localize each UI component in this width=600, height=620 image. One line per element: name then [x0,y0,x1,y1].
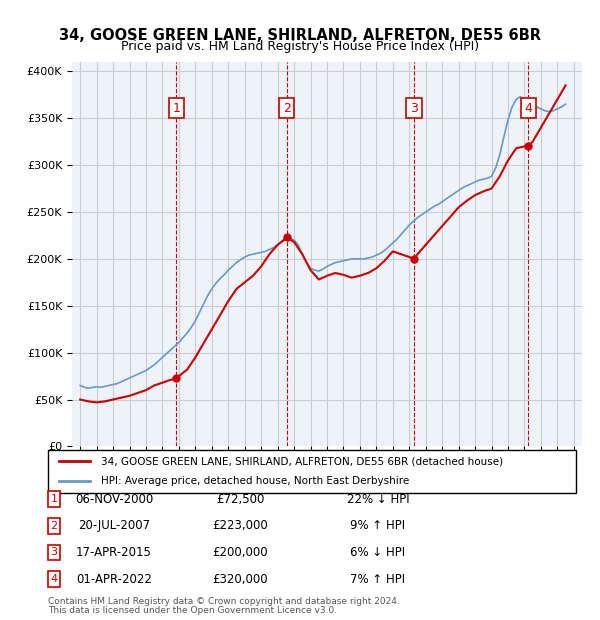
Text: This data is licensed under the Open Government Licence v3.0.: This data is licensed under the Open Gov… [48,606,337,615]
Text: 7% ↑ HPI: 7% ↑ HPI [350,573,406,585]
Text: £223,000: £223,000 [212,520,268,532]
Text: £72,500: £72,500 [216,493,264,505]
Text: 9% ↑ HPI: 9% ↑ HPI [350,520,406,532]
Text: Contains HM Land Registry data © Crown copyright and database right 2024.: Contains HM Land Registry data © Crown c… [48,597,400,606]
Text: 2: 2 [50,521,58,531]
Text: 06-NOV-2000: 06-NOV-2000 [75,493,153,505]
Text: 17-APR-2015: 17-APR-2015 [76,546,152,559]
Text: 1: 1 [50,494,58,504]
Text: Price paid vs. HM Land Registry's House Price Index (HPI): Price paid vs. HM Land Registry's House … [121,40,479,53]
Text: 34, GOOSE GREEN LANE, SHIRLAND, ALFRETON, DE55 6BR (detached house): 34, GOOSE GREEN LANE, SHIRLAND, ALFRETON… [101,456,503,466]
Text: HPI: Average price, detached house, North East Derbyshire: HPI: Average price, detached house, Nort… [101,476,409,486]
Text: £200,000: £200,000 [212,546,268,559]
Text: 22% ↓ HPI: 22% ↓ HPI [347,493,409,505]
Text: 4: 4 [50,574,58,584]
Text: 01-APR-2022: 01-APR-2022 [76,573,152,585]
Text: 3: 3 [410,102,418,115]
Text: £320,000: £320,000 [212,573,268,585]
Text: 2: 2 [283,102,290,115]
Text: 1: 1 [172,102,181,115]
Text: 6% ↓ HPI: 6% ↓ HPI [350,546,406,559]
Text: 34, GOOSE GREEN LANE, SHIRLAND, ALFRETON, DE55 6BR: 34, GOOSE GREEN LANE, SHIRLAND, ALFRETON… [59,28,541,43]
Text: 3: 3 [50,547,58,557]
Text: 20-JUL-2007: 20-JUL-2007 [78,520,150,532]
FancyBboxPatch shape [48,450,576,493]
Text: 4: 4 [524,102,532,115]
